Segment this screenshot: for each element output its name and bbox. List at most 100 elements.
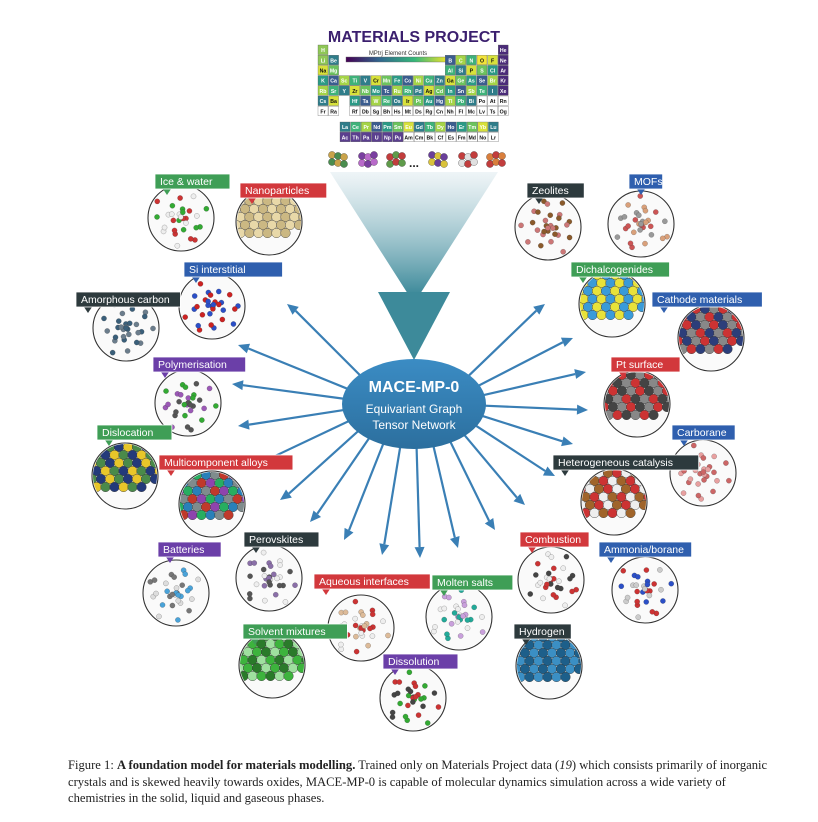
element-symbol: Cu <box>426 79 433 85</box>
element-symbol: Ge <box>457 79 464 85</box>
element-symbol: Sn <box>457 89 464 95</box>
element-symbol: In <box>448 89 453 95</box>
element-symbol: Os <box>394 99 401 105</box>
element-symbol: Li <box>321 58 326 64</box>
element-symbol: Sc <box>341 79 347 85</box>
element-symbol: Ba <box>330 99 337 105</box>
element-Nd: Nd <box>371 121 382 132</box>
element-Be: Be <box>328 55 339 65</box>
element-Eu: Eu <box>403 121 414 132</box>
element-symbol: Rh <box>404 89 411 95</box>
element-symbol: Ts <box>490 109 496 115</box>
element-At: At <box>487 95 498 106</box>
element-symbol: K <box>321 79 325 85</box>
element-Yb: Yb <box>477 121 488 132</box>
element-Ca: Ca <box>328 75 339 86</box>
element-symbol: Pb <box>457 99 464 105</box>
element-symbol: Be <box>330 58 337 64</box>
element-Fr: Fr <box>317 106 329 116</box>
element-Np: Np <box>382 132 393 142</box>
element-Rf: Rf <box>349 106 360 116</box>
element-Rb: Rb <box>317 85 329 96</box>
element-symbol: Er <box>459 125 464 131</box>
element-Fm: Fm <box>456 132 467 142</box>
structure-render <box>180 472 244 536</box>
dichal-label-text: Dichalcogenides <box>576 264 653 276</box>
element-Md: Md <box>467 132 478 142</box>
structure-render <box>240 633 304 697</box>
element-symbol: Cr <box>373 79 379 85</box>
structure-render <box>149 186 213 250</box>
element-Sm: Sm <box>392 121 404 132</box>
element-symbol: Cf <box>438 135 444 141</box>
element-symbol: Og <box>500 109 507 115</box>
zeol-label: Zeolites <box>526 182 585 204</box>
element-Cr: Cr <box>370 75 382 86</box>
element-symbol: Ds <box>415 109 422 115</box>
output-arrows <box>232 304 588 558</box>
si-label: Si interstitial <box>183 261 283 283</box>
molten-example: Molten salts <box>425 574 514 651</box>
element-symbol: Se <box>479 79 485 85</box>
element-Ds: Ds <box>413 106 424 116</box>
element-symbol: Ne <box>500 58 507 64</box>
element-symbol: Ac <box>342 135 349 141</box>
element-Rg: Rg <box>423 106 435 116</box>
element-Au: Au <box>423 95 435 106</box>
arrow <box>431 440 460 548</box>
element-Am: Am <box>403 132 414 142</box>
ammonia-label: Ammonia/borane <box>598 541 692 563</box>
element-Ge: Ge <box>455 75 466 86</box>
element-Bi: Bi <box>466 95 477 106</box>
ammonia-example: Ammonia/borane <box>598 541 692 624</box>
si-example: Si interstitial <box>178 261 283 340</box>
nano-example: Nanoparticles <box>235 182 328 256</box>
element-symbol: B <box>448 58 452 64</box>
element-symbol: Nd <box>373 125 380 131</box>
element-Lr: Lr <box>488 132 499 142</box>
element-symbol: Ti <box>353 79 358 85</box>
element-Cd: Cd <box>434 85 445 96</box>
perov-label: Perovskites <box>243 531 320 553</box>
structure-thumbnail <box>328 151 348 168</box>
element-symbol: H <box>321 48 325 54</box>
caption-ref: 19 <box>559 758 572 772</box>
element-symbol: Sr <box>331 89 336 95</box>
element-symbol: Rf <box>352 109 358 115</box>
element-symbol: Md <box>468 135 476 141</box>
element-Sr: Sr <box>328 85 339 96</box>
dissol-label-text: Dissolution <box>388 656 440 668</box>
element-symbol: Dy <box>437 125 444 131</box>
element-Pr: Pr <box>361 121 372 132</box>
element-Sg: Sg <box>370 106 382 116</box>
element-U: U <box>371 132 382 142</box>
si-label-text: Si interstitial <box>189 264 246 276</box>
element-Ho: Ho <box>445 121 457 132</box>
element-Mo: Mo <box>370 85 382 96</box>
structure-render <box>613 558 677 622</box>
figure-caption: Figure 1: A foundation model for materia… <box>68 757 768 807</box>
element-symbol: Eu <box>405 125 412 131</box>
structure-render <box>519 548 583 612</box>
funnel-beam <box>330 172 498 294</box>
caption-text-2: ) which consists primarily of inorganic … <box>68 758 768 805</box>
element-symbol: Th <box>352 135 358 141</box>
element-symbol: Zn <box>436 79 442 85</box>
dissol-example: Dissolution <box>379 653 459 732</box>
element-symbol: Hg <box>436 99 443 105</box>
comb-label: Combustion <box>519 531 590 553</box>
element-Hs: Hs <box>392 106 403 116</box>
element-Tb: Tb <box>424 121 435 132</box>
element-Tm: Tm <box>467 121 478 132</box>
zeol-example: Zeolites <box>514 182 585 261</box>
dichal-label: Dichalcogenides <box>570 261 670 283</box>
element-symbol: Cl <box>490 69 496 75</box>
arrow <box>473 412 573 447</box>
element-Kr: Kr <box>498 75 509 86</box>
element-symbol: Mg <box>330 69 338 75</box>
element-symbol: Ho <box>448 125 455 131</box>
element-symbol: Br <box>490 79 496 85</box>
element-symbol: Ar <box>500 69 506 75</box>
element-symbol: Xe <box>500 89 506 95</box>
element-Db: Db <box>360 106 371 116</box>
